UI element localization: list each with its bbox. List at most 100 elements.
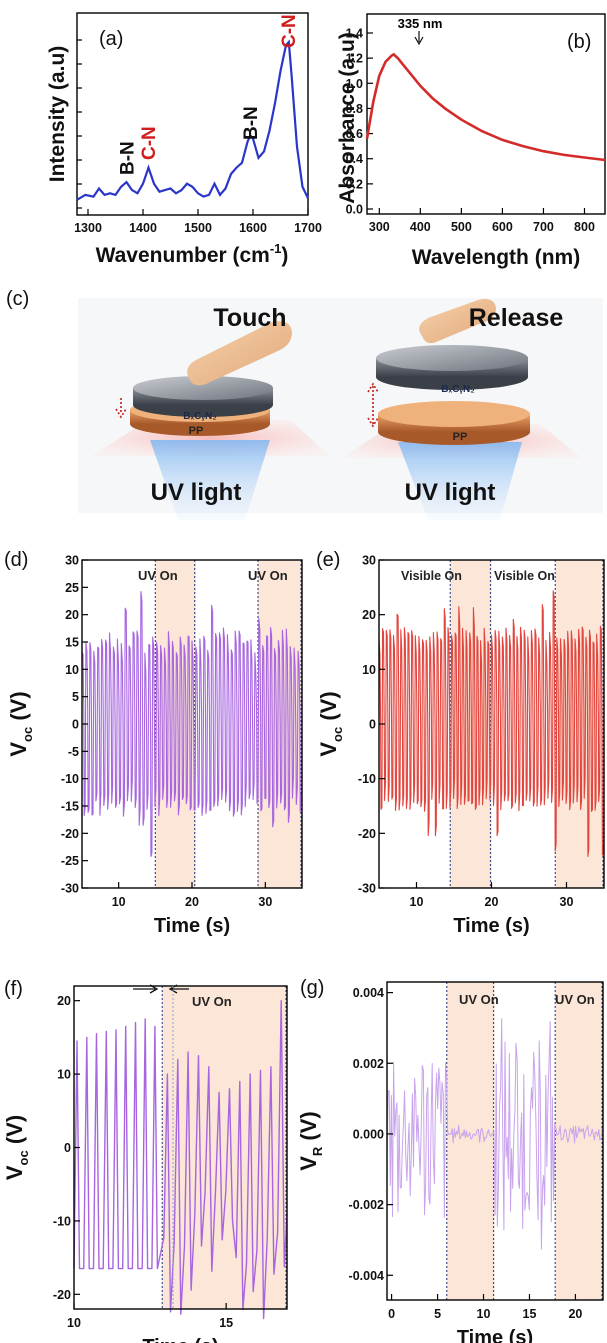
- panel-b-y-tick-label: 0.0: [346, 203, 363, 217]
- panel-e-y-tick-label: -20: [358, 827, 376, 841]
- panel-a-series-line: [76, 39, 309, 201]
- panel-d-x-axis-title: Time (s): [154, 915, 230, 937]
- panel-d-x-tick-label: 30: [258, 895, 272, 909]
- panel-d-y-tick-label: 20: [65, 608, 79, 622]
- panel-b-y-tick-label: 1.2: [346, 52, 363, 66]
- panel-d-y-tick-label: 15: [65, 636, 79, 650]
- panel-a-peak-annotation: C-N: [139, 126, 160, 160]
- panel-g-x-tick-label: 10: [477, 1307, 491, 1321]
- panel-c-label: (c): [6, 288, 29, 310]
- panel-b-y-tick-label: 0.8: [346, 102, 363, 116]
- panel-a-annotations: B-N C-NB-NC-N: [118, 14, 300, 175]
- panel-a-peak-annotation: B-N: [241, 106, 262, 140]
- right-top-disk-top: [376, 345, 528, 371]
- panel-b-y-tick-label: 1.4: [346, 27, 363, 41]
- panel-e-y-tick-label: 20: [362, 608, 376, 622]
- panel-b-label: (b): [567, 31, 591, 53]
- right-uv-light-label: UV light: [405, 479, 496, 506]
- panel-e-shade-label: Visible On: [401, 569, 462, 583]
- panel-b-x-tick-label: 500: [451, 220, 472, 234]
- panel-e-y-tick-label: 10: [362, 663, 376, 677]
- panel-d-y-tick-label: 30: [65, 554, 79, 568]
- panel-d-y-tick-label: -15: [61, 800, 79, 814]
- panel-d-y-tick-label: 0: [72, 718, 79, 732]
- right-pp-disk-top: [378, 401, 530, 427]
- right-finger: [419, 299, 496, 344]
- panel-g-shade-label: UV On: [555, 992, 595, 1007]
- panel-f-y-tick-label: 0: [64, 1141, 71, 1155]
- panel-b-y-tick-label: 0.6: [346, 127, 363, 141]
- panel-c-schematic: (c) PP BₓCᵧN₂ Touch UV light PP BₓCᵧN₂ R…: [6, 288, 603, 520]
- panel-e-signal-trace: [378, 590, 604, 857]
- panel-f-y-tick-label: 10: [57, 1068, 71, 1082]
- panel-b-x-axis-title: Wavelength (nm): [412, 246, 580, 269]
- left-uv-light-label: UV light: [151, 479, 242, 506]
- right-release-label: Release: [469, 304, 564, 332]
- panel-b-x-tick-label: 600: [492, 220, 513, 234]
- panel-e-x-tick-label: 20: [485, 895, 499, 909]
- panel-g-y-tick-label: 0.002: [353, 1057, 384, 1071]
- panel-f-x-tick-label: 15: [219, 1316, 233, 1330]
- panel-g-label: (g): [300, 977, 324, 999]
- panel-b-x-tick-label: 300: [369, 220, 390, 234]
- panel-g-y-tick-label: 0.004: [353, 986, 384, 1000]
- panel-g-x-tick-label: 0: [388, 1307, 395, 1321]
- panel-d-y-tick-label: 5: [72, 690, 79, 704]
- panel-e-label: (e): [316, 549, 340, 571]
- panel-f-y-tick-label: -10: [53, 1214, 71, 1228]
- right-top-layer-label: BₓCᵧN₂: [441, 384, 474, 395]
- panel-a-x-tick-labels: 1300 1400 1500 1600 1700: [74, 221, 322, 235]
- panel-a-x-tick-label: 1400: [129, 221, 157, 235]
- panel-f-interval-arrow-left: [133, 984, 159, 994]
- panel-d-label: (d): [4, 549, 28, 571]
- panel-a-label: (a): [99, 28, 123, 50]
- panel-d-y-tick-label: -20: [61, 827, 79, 841]
- panel-f-interval-arrow-right: [168, 984, 189, 994]
- panel-g-signal-trace: [386, 1018, 603, 1250]
- panel-a-x-tick-label: 1700: [294, 221, 322, 235]
- panel-g-x-tick-label: 15: [523, 1307, 537, 1321]
- panel-a-x-tick-label: 1500: [184, 221, 212, 235]
- panel-f-signal-trace: [73, 1000, 288, 1320]
- panel-e-y-tick-label: 30: [362, 554, 376, 568]
- left-top-disk-top: [133, 376, 273, 400]
- right-release-arrow: [367, 382, 379, 428]
- left-pp-label: PP: [189, 425, 204, 437]
- panel-d-shade-label: UV On: [248, 568, 288, 583]
- panel-a-peak-annotation: C-N: [279, 14, 300, 48]
- panel-e-y-tick-label: -10: [358, 772, 376, 786]
- panel-b-x-tick-label: 400: [410, 220, 431, 234]
- panel-g-shaded-region: [446, 982, 495, 1300]
- panel-g-shade-label: UV On: [459, 992, 499, 1007]
- panel-b-x-tick-label: 700: [533, 220, 554, 234]
- left-finger: [187, 321, 292, 386]
- panel-b-y-tick-label: 0.4: [346, 152, 363, 166]
- panel-f-shaded-region: [162, 986, 287, 1309]
- panel-d-x-tick-label: 20: [185, 895, 199, 909]
- panel-d-y-tick-label: -30: [61, 882, 79, 896]
- panel-f-x-tick-label: 10: [67, 1316, 81, 1330]
- panel-a-x-axis-title: Wavenumber (cm-1): [96, 241, 289, 267]
- panel-a-x-tick-label: 1600: [239, 221, 267, 235]
- panel-b: (b) 300 400 500 600 700 800 0.0 0.2 0.4 0.6 0.8 1.0…: [336, 13, 606, 269]
- panel-a-y-ticks: [77, 39, 82, 209]
- panel-a-x-ticks: [87, 209, 309, 215]
- panel-d-y-tick-label: -10: [61, 772, 79, 786]
- panel-d-y-tick-label: 25: [65, 581, 79, 595]
- panel-e-x-tick-label: 10: [410, 895, 424, 909]
- panel-g-y-tick-label: -0.004: [349, 1269, 384, 1283]
- panel-g-y-tick-label: 0.000: [353, 1127, 384, 1141]
- panel-g-shaded-region: [555, 982, 603, 1300]
- right-pp-label: PP: [453, 431, 468, 443]
- panel-b-x-tick-label: 800: [574, 220, 595, 234]
- panel-a-y-axis-title: Intensity (a.u): [46, 46, 69, 183]
- panel-g: UV On UV On 0 5 10 15 20 -0.004 -0.002 0.000 0.002…: [296, 977, 604, 1343]
- right-uv-beam: [398, 442, 522, 520]
- panel-d-x-tick-label: 10: [112, 895, 126, 909]
- panel-b-ticks: 300 400 500 600 700 800 0.0 0.2 0.4 0.6 0.8 1.0 1.2 1…: [346, 27, 595, 235]
- panel-d-shade-label: UV On: [138, 568, 178, 583]
- panel-e: Visible On Visible On 10 20 30 -30 -20 -10 0 10 20…: [316, 549, 605, 937]
- panel-d-y-tick-label: 10: [65, 663, 79, 677]
- panel-f-y-axis-title: Voc (V): [2, 1115, 31, 1180]
- panel-f-label: (f): [4, 978, 23, 1000]
